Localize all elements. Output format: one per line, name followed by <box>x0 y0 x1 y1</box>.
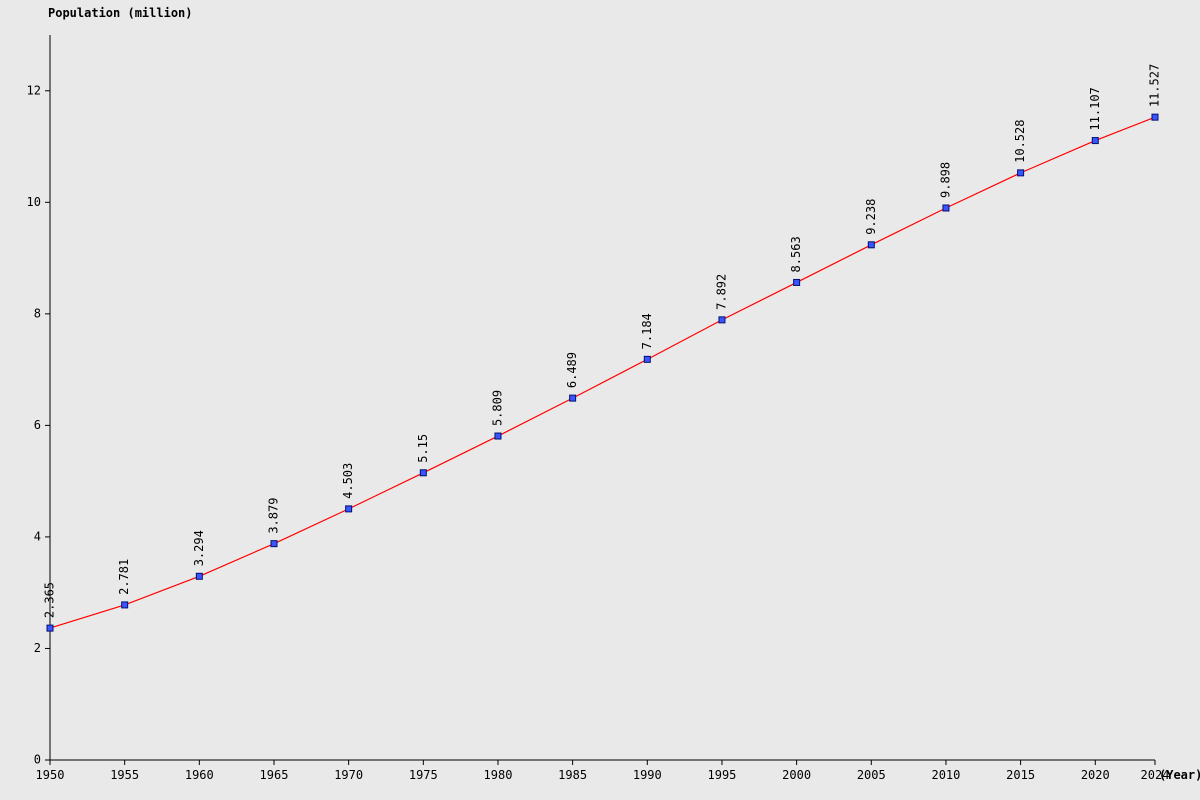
x-tick-label: 1955 <box>110 768 139 782</box>
x-tick-label: 1985 <box>558 768 587 782</box>
data-marker <box>794 279 800 285</box>
y-tick-label: 4 <box>34 529 41 543</box>
data-label: 9.898 <box>938 162 952 198</box>
data-marker <box>868 242 874 248</box>
data-label: 4.503 <box>341 463 355 499</box>
x-axis-title: (Year) <box>1159 768 1200 782</box>
data-marker <box>644 356 650 362</box>
x-tick-label: 2000 <box>782 768 811 782</box>
data-label: 6.489 <box>565 352 579 388</box>
data-marker <box>346 506 352 512</box>
data-label: 2.365 <box>43 582 57 618</box>
x-tick-label: 1990 <box>633 768 662 782</box>
x-tick-label: 1960 <box>185 768 214 782</box>
x-tick-label: 2005 <box>857 768 886 782</box>
data-marker <box>47 625 53 631</box>
x-tick-label: 1975 <box>409 768 438 782</box>
data-marker <box>420 470 426 476</box>
x-tick-label: 1980 <box>484 768 513 782</box>
data-label: 11.107 <box>1088 87 1102 130</box>
x-tick-label: 1950 <box>36 768 65 782</box>
data-label: 8.563 <box>789 236 803 272</box>
y-tick-label: 12 <box>27 83 41 97</box>
data-marker <box>495 433 501 439</box>
x-tick-label: 2020 <box>1081 768 1110 782</box>
data-label: 9.238 <box>864 199 878 235</box>
data-label: 11.527 <box>1148 64 1162 107</box>
x-tick-label: 1970 <box>334 768 363 782</box>
data-marker <box>1152 114 1158 120</box>
data-marker <box>196 573 202 579</box>
data-marker <box>1018 170 1024 176</box>
data-label: 5.809 <box>490 390 504 426</box>
data-label: 3.879 <box>266 498 280 534</box>
y-tick-label: 6 <box>34 418 41 432</box>
data-marker <box>719 317 725 323</box>
y-tick-label: 8 <box>34 306 41 320</box>
data-label: 3.294 <box>192 530 206 566</box>
y-tick-label: 0 <box>34 753 41 767</box>
data-marker <box>122 602 128 608</box>
population-line-chart: 0 2 4 6 8 10 12 1950 1955 1960 1965 1970 1975 1980 198… <box>0 0 1200 800</box>
x-tick-label: 2015 <box>1006 768 1035 782</box>
data-label: 7.892 <box>714 274 728 310</box>
x-tick-label: 1995 <box>708 768 737 782</box>
data-marker <box>271 541 277 547</box>
data-marker <box>570 395 576 401</box>
y-axis-title: Population (million) <box>48 6 193 20</box>
y-tick-label: 10 <box>27 195 41 209</box>
data-marker <box>943 205 949 211</box>
y-tick-label: 2 <box>34 641 41 655</box>
data-label: 7.184 <box>640 313 654 349</box>
x-tick-label: 1965 <box>260 768 289 782</box>
chart-svg: 0 2 4 6 8 10 12 1950 1955 1960 1965 1970 1975 1980 198… <box>0 0 1200 800</box>
data-label: 2.781 <box>117 559 131 595</box>
data-label: 5.15 <box>416 434 430 463</box>
data-label: 10.528 <box>1013 120 1027 163</box>
x-tick-label: 2010 <box>931 768 960 782</box>
data-marker <box>1092 138 1098 144</box>
